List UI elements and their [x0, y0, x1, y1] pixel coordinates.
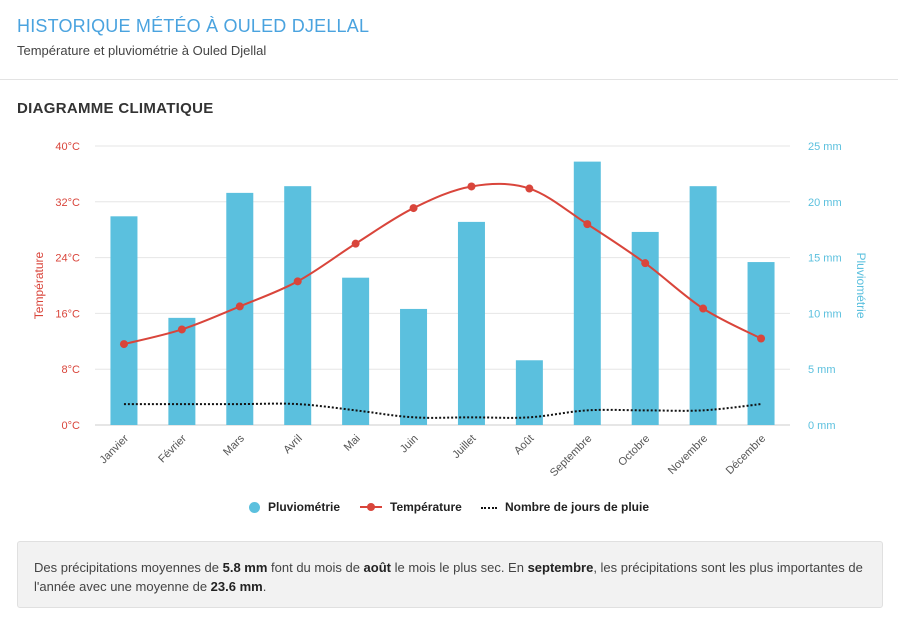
temperature-point — [525, 184, 534, 193]
legend-item-temp[interactable]: Température — [360, 500, 462, 514]
x-tick-label: Septembre — [548, 433, 595, 480]
page-title: HISTORIQUE MÉTÉO À OULED DJELLAL — [17, 16, 370, 36]
note-text: font du mois de — [267, 560, 364, 575]
temperature-point — [641, 259, 650, 268]
rain-bar — [747, 262, 775, 425]
climate-chart: 0°C 0 mm 8°C 5 mm 16°C 10 mm 24°C 15 mm 32°C 20 m… — [32, 141, 868, 480]
x-tick-label: Mars — [221, 432, 247, 458]
rain-bar — [457, 221, 485, 425]
x-tick-label: Juillet — [450, 433, 478, 461]
left-tick-label: 32°C — [55, 197, 80, 209]
note-value-dry-month: août — [363, 560, 391, 575]
rain-bar — [110, 216, 138, 425]
note-value-max-rain: 23.6 mm — [210, 579, 263, 594]
x-tick-label: Août — [512, 433, 536, 457]
legend-label-days: Nombre de jours de pluie — [505, 500, 650, 514]
rain-days-line — [123, 402, 762, 419]
left-tick-label: 8°C — [62, 364, 81, 376]
x-tick-label: Janvier — [98, 432, 132, 466]
left-tick-label: 0°C — [62, 420, 81, 432]
summary-note: Des précipitations moyennes de 5.8 mm fo… — [17, 541, 883, 608]
temperature-point — [583, 220, 592, 229]
page-subtitle: Température et pluviométrie à Ouled Djel… — [17, 43, 267, 58]
chart-legend: Pluviométrie Température Nombre de jours… — [0, 500, 898, 520]
x-tick-label: Avril — [281, 433, 304, 456]
x-tick-label: Juin — [398, 433, 421, 456]
temperature-point — [351, 239, 360, 248]
right-tick-label: 20 mm — [808, 197, 842, 209]
temperature-point — [467, 182, 476, 191]
temp-swatch-icon — [360, 501, 382, 513]
page-header: HISTORIQUE MÉTÉO À OULED DJELLAL Tempéra… — [0, 0, 898, 80]
x-tick-label: Octobre — [616, 433, 652, 469]
note-text: Des précipitations moyennes de — [34, 560, 223, 575]
temperature-point — [757, 334, 766, 343]
x-tick-label: Novembre — [666, 433, 710, 477]
left-tick-label: 16°C — [55, 308, 80, 320]
right-tick-label: 15 mm — [808, 253, 842, 265]
right-axis-title: Pluviométrie — [854, 252, 868, 318]
temperature-point — [235, 302, 244, 311]
rain-bar — [168, 317, 196, 425]
note-text: le mois le plus sec. En — [391, 560, 528, 575]
right-tick-label: 10 mm — [808, 308, 842, 320]
note-text: . — [262, 579, 267, 594]
x-tick-label: Décembre — [724, 433, 768, 477]
x-tick-label: Mai — [342, 433, 363, 454]
section-title: DIAGRAMME CLIMATIQUE — [17, 100, 214, 117]
rain-bar — [573, 161, 601, 425]
legend-label-temp: Température — [390, 500, 462, 514]
rain-bar — [400, 308, 428, 425]
temperature-line — [123, 182, 762, 346]
left-tick-label: 24°C — [55, 253, 80, 265]
note-value-wet-month: septembre — [527, 560, 594, 575]
right-tick-label: 25 mm — [808, 141, 842, 153]
legend-item-days[interactable]: Nombre de jours de pluie — [481, 500, 649, 514]
note-text: , les précipitations sont les plus impor… — [34, 560, 863, 594]
days-swatch-icon — [481, 506, 497, 509]
temperature-point — [119, 340, 128, 349]
temperature-point — [699, 304, 708, 313]
legend-item-rain[interactable]: Pluviométrie — [249, 500, 340, 514]
legend-label-rain: Pluviométrie — [268, 500, 341, 514]
temperature-point — [177, 325, 186, 334]
left-tick-label: 40°C — [55, 141, 80, 153]
x-tick-label: Février — [156, 432, 189, 465]
right-tick-label: 0 mm — [808, 420, 836, 432]
temperature-point — [293, 277, 302, 286]
temperature-point — [409, 204, 418, 213]
rain-bar — [342, 277, 370, 425]
right-tick-label: 5 mm — [808, 364, 836, 376]
rain-swatch-icon — [249, 501, 260, 513]
left-axis-title: Température — [32, 251, 46, 319]
rain-bar — [284, 186, 312, 425]
note-value-min-rain: 5.8 mm — [222, 560, 268, 575]
rain-bar — [515, 360, 543, 425]
